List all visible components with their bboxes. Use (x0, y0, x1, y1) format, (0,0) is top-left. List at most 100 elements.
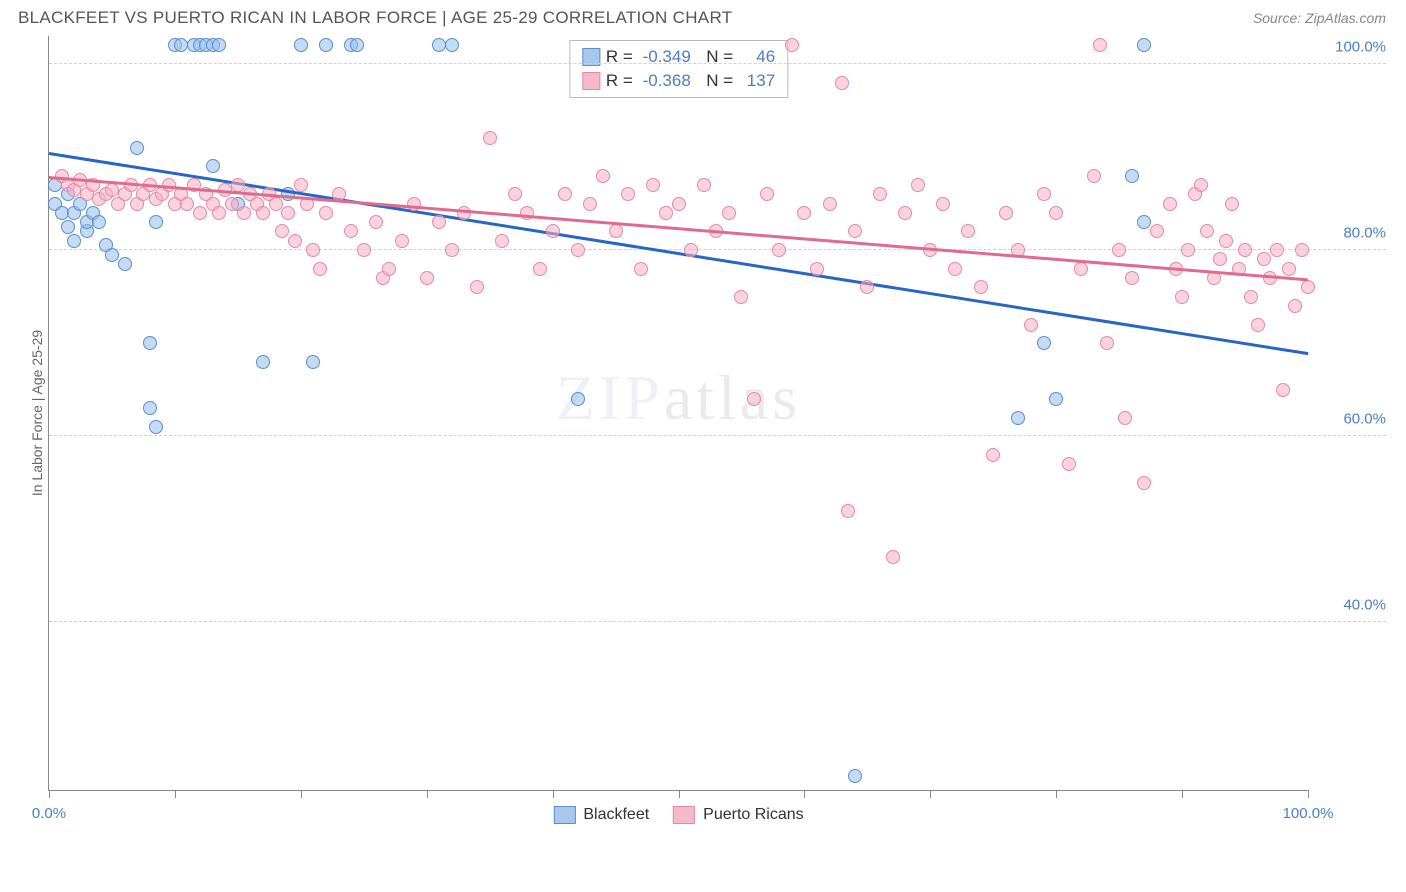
scatter-point (143, 401, 157, 415)
x-tick (804, 790, 805, 798)
x-tick (427, 790, 428, 798)
scatter-point (306, 243, 320, 257)
scatter-point (288, 234, 302, 248)
scatter-point (533, 262, 547, 276)
scatter-point (344, 224, 358, 238)
scatter-point (646, 178, 660, 192)
scatter-point (256, 206, 270, 220)
watermark: ZIPatlas (556, 361, 801, 435)
scatter-point (1024, 318, 1038, 332)
scatter-point (1093, 38, 1107, 52)
stats-row: R = -0.349 N = 46 (582, 45, 775, 69)
gridline (49, 63, 1386, 64)
stats-box: R = -0.349 N = 46 R = -0.368 N = 137 (569, 40, 788, 98)
scatter-point (760, 187, 774, 201)
scatter-point (1150, 224, 1164, 238)
scatter-point (797, 206, 811, 220)
scatter-point (961, 224, 975, 238)
scatter-point (911, 178, 925, 192)
scatter-point (558, 187, 572, 201)
scatter-point (294, 38, 308, 52)
scatter-point (1238, 243, 1252, 257)
scatter-point (1062, 457, 1076, 471)
x-tick (930, 790, 931, 798)
scatter-point (848, 769, 862, 783)
scatter-point (275, 224, 289, 238)
scatter-point (149, 420, 163, 434)
scatter-point (1282, 262, 1296, 276)
legend-item: Puerto Ricans (673, 806, 804, 824)
scatter-point (1137, 38, 1151, 52)
x-tick (1308, 790, 1309, 798)
scatter-point (873, 187, 887, 201)
scatter-point (61, 220, 75, 234)
scatter-point (180, 197, 194, 211)
scatter-point (1011, 411, 1025, 425)
x-tick-label: 100.0% (1283, 805, 1334, 822)
legend-label: Puerto Ricans (703, 806, 804, 824)
scatter-point (1137, 476, 1151, 490)
scatter-point (1037, 187, 1051, 201)
scatter-point (1200, 224, 1214, 238)
scatter-point (1163, 197, 1177, 211)
scatter-point (231, 178, 245, 192)
scatter-point (734, 290, 748, 304)
scatter-point (571, 392, 585, 406)
scatter-point (1074, 262, 1088, 276)
scatter-point (495, 234, 509, 248)
scatter-point (193, 206, 207, 220)
x-tick (301, 790, 302, 798)
scatter-point (785, 38, 799, 52)
scatter-point (1125, 271, 1139, 285)
scatter-point (306, 355, 320, 369)
scatter-point (483, 131, 497, 145)
scatter-point (313, 262, 327, 276)
scatter-point (936, 197, 950, 211)
scatter-point (357, 243, 371, 257)
legend-swatch (553, 806, 575, 824)
scatter-point (898, 206, 912, 220)
scatter-point (350, 38, 364, 52)
scatter-point (225, 197, 239, 211)
scatter-point (697, 178, 711, 192)
scatter-point (609, 224, 623, 238)
scatter-point (860, 280, 874, 294)
scatter-point (445, 243, 459, 257)
scatter-point (237, 206, 251, 220)
legend-swatch (673, 806, 695, 824)
scatter-point (105, 248, 119, 262)
chart-header: BLACKFEET VS PUERTO RICAN IN LABOR FORCE… (0, 0, 1406, 36)
scatter-point (1118, 411, 1132, 425)
scatter-point (1112, 243, 1126, 257)
scatter-point (948, 262, 962, 276)
scatter-point (149, 215, 163, 229)
scatter-point (1181, 243, 1195, 257)
scatter-point (596, 169, 610, 183)
x-tick (1182, 790, 1183, 798)
source-label: Source: ZipAtlas.com (1253, 10, 1386, 26)
scatter-point (1125, 169, 1139, 183)
stat-r-value: -0.368 (639, 71, 691, 91)
x-tick (1056, 790, 1057, 798)
y-tick-label: 100.0% (1316, 38, 1386, 55)
scatter-point (1257, 252, 1271, 266)
stat-n-value: 46 (739, 47, 775, 67)
x-tick (553, 790, 554, 798)
scatter-point (319, 206, 333, 220)
scatter-point (722, 206, 736, 220)
scatter-point (1301, 280, 1315, 294)
scatter-point (212, 206, 226, 220)
scatter-point (1276, 383, 1290, 397)
chart-title: BLACKFEET VS PUERTO RICAN IN LABOR FORCE… (18, 8, 732, 28)
scatter-point (1295, 243, 1309, 257)
scatter-point (974, 280, 988, 294)
scatter-point (1288, 299, 1302, 313)
scatter-point (445, 38, 459, 52)
scatter-point (546, 224, 560, 238)
chart-container: In Labor Force | Age 25-29 ZIPatlas R = … (18, 36, 1388, 791)
scatter-point (420, 271, 434, 285)
scatter-point (1049, 392, 1063, 406)
x-tick (175, 790, 176, 798)
scatter-point (432, 215, 446, 229)
scatter-point (583, 197, 597, 211)
